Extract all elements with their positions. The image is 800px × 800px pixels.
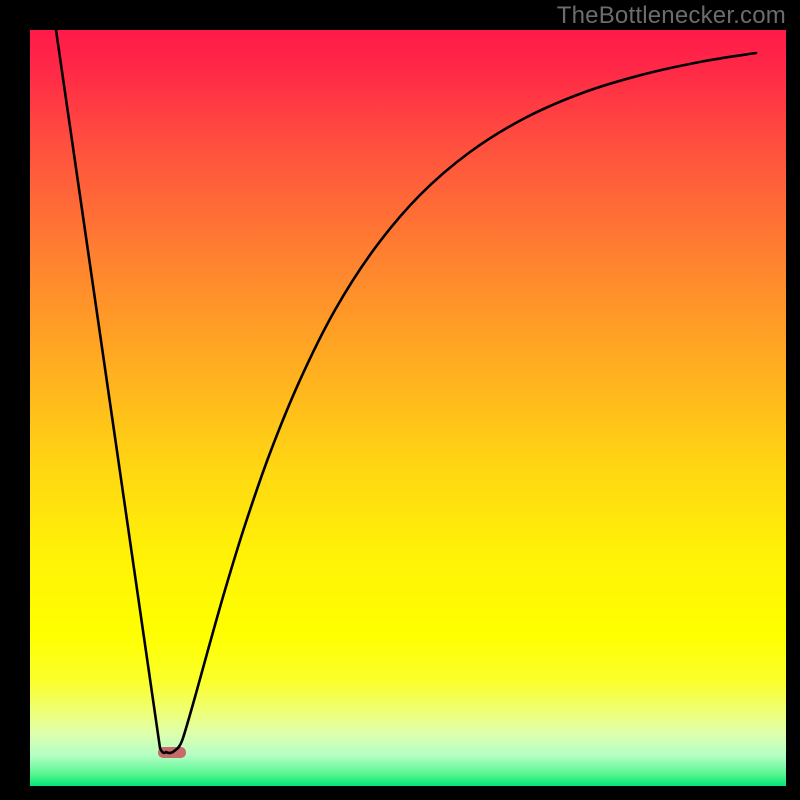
watermark-text: TheBottlenecker.com (557, 2, 786, 30)
chart-svg (0, 0, 800, 800)
chart-frame: TheBottlenecker.com (0, 0, 800, 800)
gradient-background (30, 30, 786, 786)
